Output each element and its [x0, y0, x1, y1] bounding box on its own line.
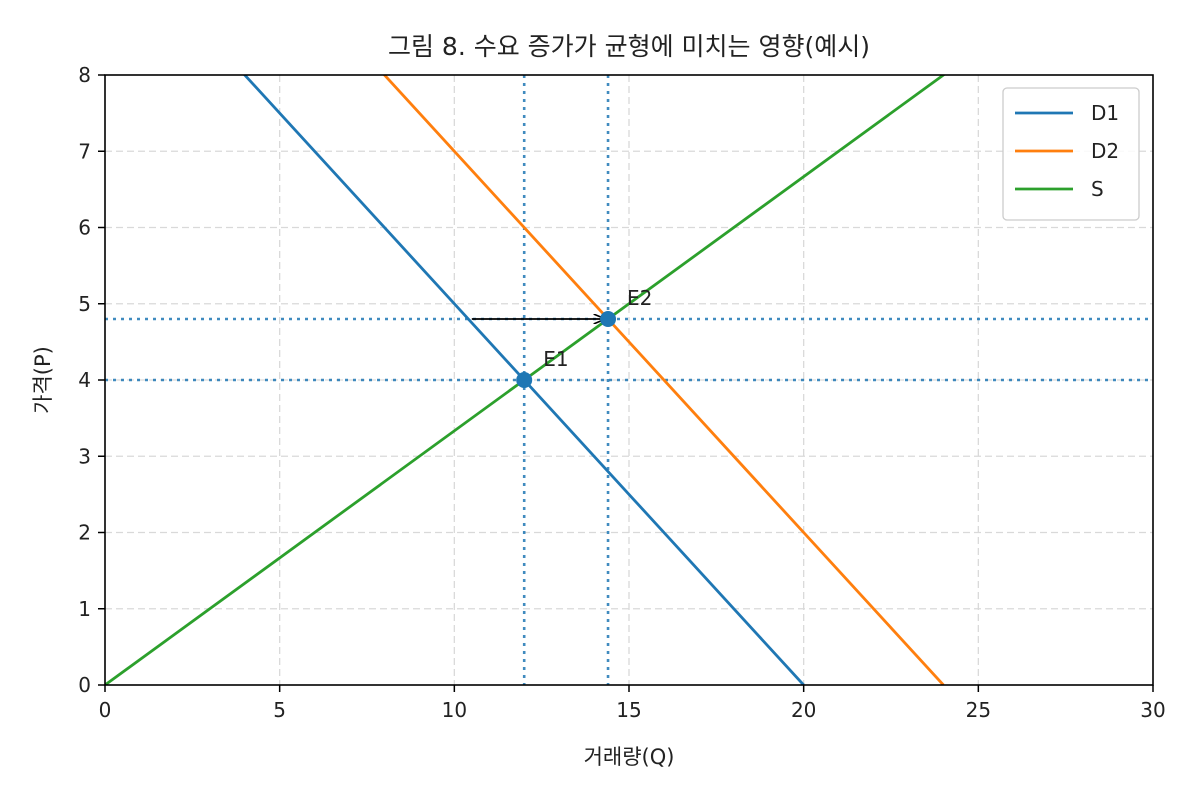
series-line-d2 [382, 75, 945, 685]
equilibrium-point-e1 [516, 372, 533, 388]
annotations: E1 E2 [471, 286, 652, 388]
x-axis-label: 거래량(Q) [584, 745, 675, 769]
y-tick-label: 4 [78, 368, 91, 392]
legend-label-s: S [1091, 177, 1104, 201]
y-tick-label: 6 [78, 216, 91, 240]
equilibrium-label-e2: E2 [627, 286, 652, 310]
x-tick-label: 30 [1140, 698, 1165, 722]
y-tick-label: 5 [78, 292, 91, 316]
x-tick-label: 25 [966, 698, 991, 722]
x-tick-label: 0 [99, 698, 112, 722]
y-axis-label: 가격(P) [31, 346, 55, 414]
y-tick-label: 7 [78, 139, 91, 163]
x-tick-label: 20 [791, 698, 816, 722]
series-line-d1 [242, 75, 805, 685]
series-lines [105, 75, 946, 685]
chart-title: 그림 8. 수요 증가가 균형에 미치는 영향(예시) [388, 32, 870, 61]
equilibrium-point-e2 [600, 311, 617, 327]
legend-box [1002, 87, 1140, 221]
x-tick-label: 10 [442, 698, 467, 722]
series-line-s [105, 75, 946, 685]
y-tick-label: 1 [78, 597, 91, 621]
legend: D1 D2 S [1002, 87, 1140, 221]
y-tick-label: 3 [78, 444, 91, 468]
y-tick-label: 8 [78, 63, 91, 87]
y-tick-label: 2 [78, 521, 91, 545]
legend-label-d2: D2 [1091, 139, 1119, 163]
x-tick-label: 15 [616, 698, 641, 722]
y-tick-label: 0 [78, 673, 91, 697]
axis-ticks: 0 5 10 15 20 25 30 0 1 2 3 4 5 6 7 8 [78, 63, 1165, 722]
legend-label-d1: D1 [1091, 101, 1119, 125]
x-tick-label: 5 [273, 698, 286, 722]
equilibrium-label-e1: E1 [543, 347, 568, 371]
